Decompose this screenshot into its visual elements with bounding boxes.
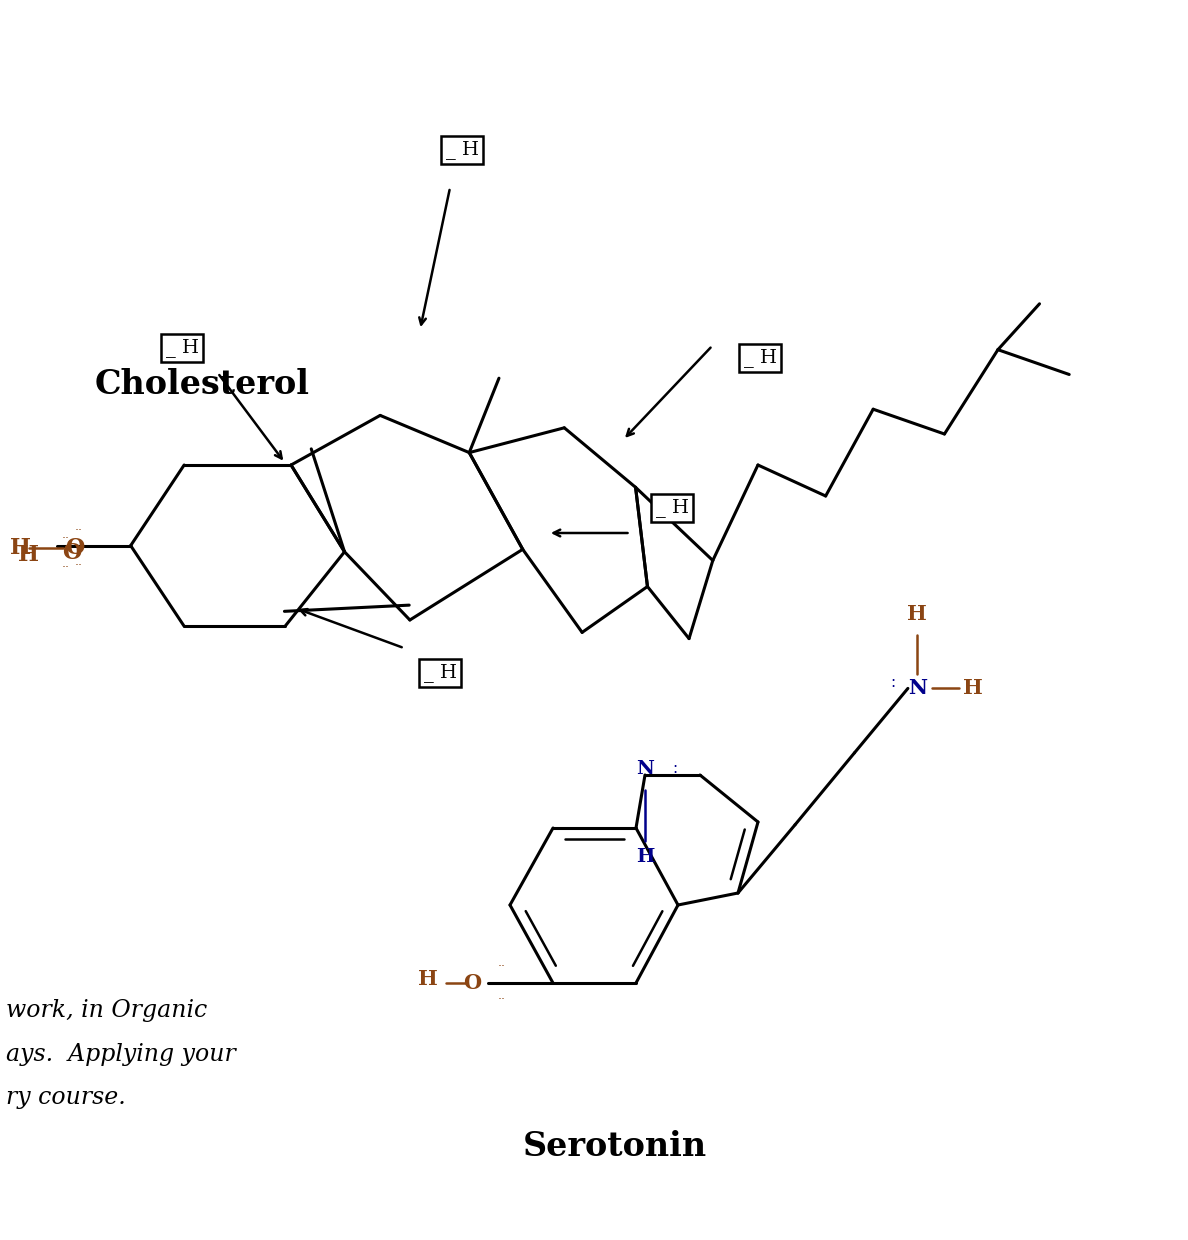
Text: N: N [908,678,927,698]
Text: _ H: _ H [165,339,198,357]
Text: ry course.: ry course. [6,1086,126,1109]
Text: H: H [908,604,928,624]
Text: H: H [10,537,31,559]
Text: O: O [63,542,82,564]
Text: ··: ·· [62,562,70,574]
Text: ays.  Applying your: ays. Applying your [6,1043,235,1065]
Text: ··: ·· [498,960,506,973]
Text: ··: ·· [75,525,82,537]
Text: Cholesterol: Cholesterol [95,368,310,401]
Text: _ H: _ H [446,140,479,160]
Text: :: : [672,761,677,776]
Text: H: H [418,970,438,990]
Text: O: O [463,973,481,993]
Text: H: H [18,544,39,565]
Text: H: H [636,848,655,866]
Text: Serotonin: Serotonin [523,1131,707,1163]
Text: work, in Organic: work, in Organic [6,999,207,1022]
Text: _ H: _ H [744,348,777,367]
Text: H: H [963,678,984,698]
Text: O: O [65,537,84,559]
Text: _ H: _ H [423,663,456,682]
Text: ··: ·· [62,532,70,544]
Text: :: : [890,675,895,689]
Text: N: N [636,760,653,777]
Text: ··: ·· [498,992,506,1006]
Text: _ H: _ H [656,498,689,517]
Text: ··: ·· [75,559,82,572]
